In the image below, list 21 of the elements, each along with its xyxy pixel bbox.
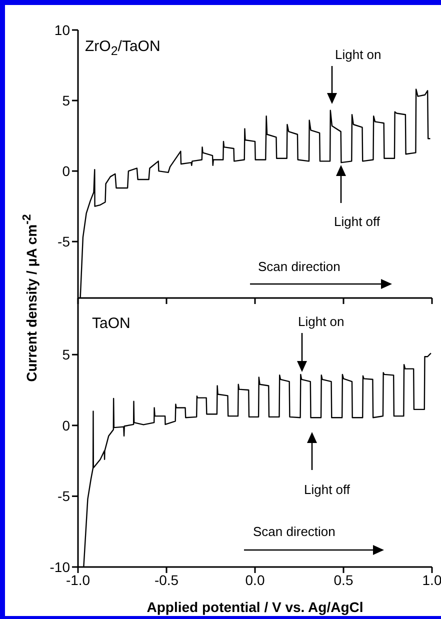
y-tick-label: 10 bbox=[54, 22, 70, 38]
annotation: Light off bbox=[334, 214, 380, 229]
y-tick-label: -5 bbox=[58, 234, 70, 250]
annotation: ZrO$_{2}$/TaON bbox=[85, 38, 160, 58]
x-axis-title: Applied potential / V vs. Ag/AgCl bbox=[146, 599, 364, 615]
x-tick-label: 0.5 bbox=[334, 572, 354, 588]
annotation: TaON bbox=[92, 315, 130, 332]
y-tick-label: 0 bbox=[62, 417, 70, 434]
annotation: Scan direction bbox=[258, 259, 340, 274]
y-tick-label: 5 bbox=[62, 346, 70, 363]
x-tick-label: 0.0 bbox=[245, 572, 265, 588]
annotation: Light on bbox=[298, 314, 344, 329]
y-tick-label: 5 bbox=[62, 92, 70, 108]
x-tick-label: 1.0 bbox=[422, 572, 441, 588]
annotation: Light off bbox=[304, 482, 350, 497]
annotation: Light on bbox=[335, 47, 382, 62]
annotation: Scan direction bbox=[253, 524, 336, 539]
y-tick-label: 0 bbox=[62, 163, 70, 180]
line-series bbox=[83, 352, 432, 567]
x-tick-label: -0.5 bbox=[154, 572, 179, 588]
y-tick-label: -5 bbox=[58, 488, 70, 504]
